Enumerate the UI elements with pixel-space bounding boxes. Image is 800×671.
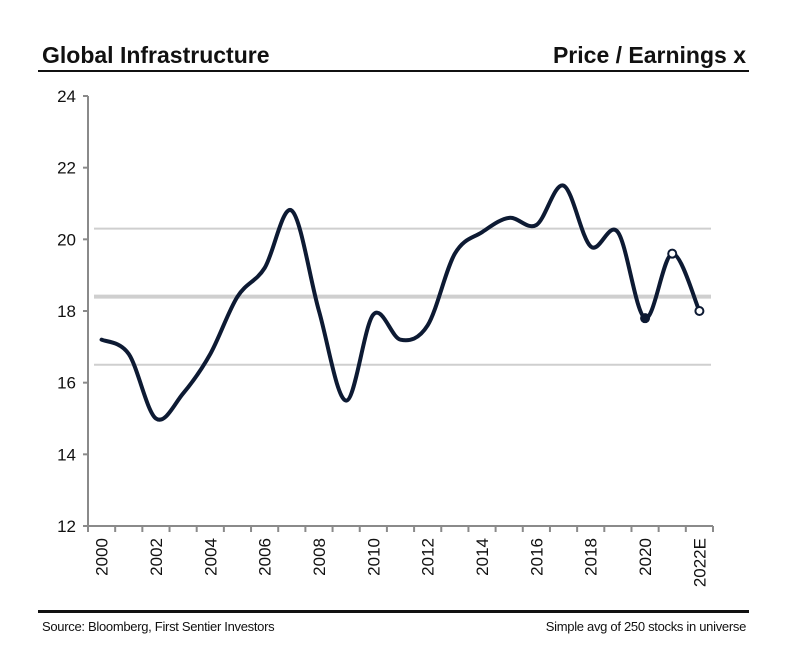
x-tick-label: 2016	[527, 538, 546, 576]
x-tick-label: 2008	[310, 538, 329, 576]
y-tick-label: 16	[57, 374, 76, 393]
x-tick-label: 2002	[147, 538, 166, 576]
header-rule	[38, 70, 749, 72]
source-note: Source: Bloomberg, First Sentier Investo…	[42, 619, 275, 634]
x-tick-label: 2012	[419, 538, 438, 576]
data-marker-2022e	[694, 306, 705, 316]
y-tick-label: 20	[57, 230, 76, 249]
footer-rule	[38, 610, 749, 613]
y-tick-label: 24	[57, 87, 76, 106]
y-tick-label: 22	[57, 159, 76, 178]
x-tick-label: 2006	[256, 538, 275, 576]
x-tick-label: 2004	[201, 538, 220, 576]
y-tick-label: 14	[57, 445, 76, 464]
y-tick-label: 12	[57, 517, 76, 536]
y-tick-label: 18	[57, 302, 76, 321]
x-tick-label: 2010	[364, 538, 383, 576]
x-tick-label: 2022E	[690, 538, 709, 587]
data-marker-2020	[640, 313, 651, 324]
chart-unit-label: Price / Earnings x	[552, 42, 746, 68]
x-tick-label: 2000	[93, 538, 112, 576]
universe-note: Simple avg of 250 stocks in universe	[545, 619, 747, 634]
x-tick-label: 2018	[582, 538, 601, 576]
x-tick-label: 2020	[636, 538, 655, 576]
series-line-pe	[99, 183, 702, 422]
chart-title: Global Infrastructure	[42, 42, 270, 68]
data-marker-2021	[667, 248, 678, 259]
x-tick-label: 2014	[473, 538, 492, 576]
